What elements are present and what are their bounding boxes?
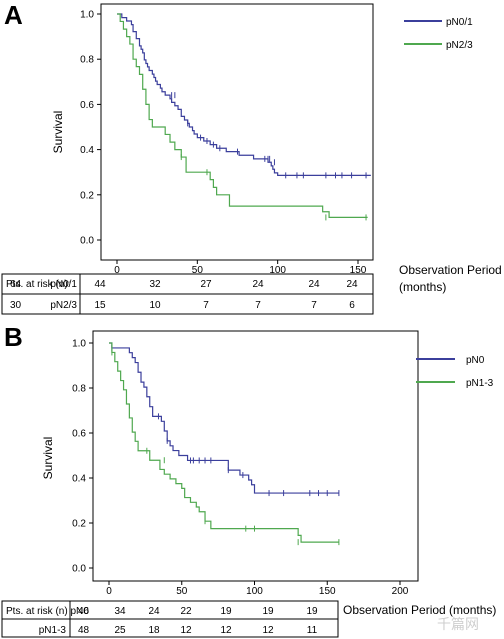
panel-a-x-axis-unit: (months) <box>399 280 446 294</box>
panel-a-legend: pN0/1 pN2/3 <box>404 17 473 51</box>
watermark: 千篇网 <box>437 617 479 633</box>
panel-b-letter: B <box>4 322 23 352</box>
risk-value: 11 <box>307 625 318 636</box>
risk-value: 24 <box>308 279 320 290</box>
risk-value: 7 <box>203 300 209 311</box>
y-tick-label: 0.4 <box>80 145 94 156</box>
x-tick-label: 50 <box>192 265 204 276</box>
panel-a-curves <box>117 13 371 221</box>
panel-b-plot-frame <box>92 330 419 582</box>
panel-a-x-ticks: 0 50 100 150 <box>114 260 367 276</box>
risk-value: 34 <box>114 606 126 617</box>
panel-b: B Survival 0.0 0.2 0.4 0.6 0.8 1.0 0 50 100 150 2… <box>1 322 496 638</box>
risk-values: 46 34 24 22 19 19 19 48 25 18 12 12 12 11 <box>78 606 318 636</box>
risk-value: 12 <box>180 625 192 636</box>
panel-b-y-ticks: 0.0 0.2 0.4 0.6 0.8 1.0 <box>72 339 93 575</box>
panel-b-y-axis-title: Survival <box>41 437 55 480</box>
risk-value: 46 <box>78 606 90 617</box>
risk-value: 15 <box>94 300 106 311</box>
risk-value: 25 <box>114 625 126 636</box>
risk-value: 30 <box>10 300 22 311</box>
panel-b-risk-table: Pts. at risk (n) pN0 pN1-3 46 34 24 22 19 19 1… <box>1 600 339 638</box>
risk-group-label-pn23: pN2/3 <box>50 300 77 311</box>
survival-curve-b <box>109 342 339 543</box>
risk-table-header: Pts. at risk (n): <box>6 279 70 290</box>
x-tick-label: 100 <box>269 265 286 276</box>
x-tick-label: 100 <box>246 586 263 597</box>
risk-values: 64 44 32 27 24 24 24 30 15 10 7 7 7 6 <box>10 279 358 311</box>
y-tick-label: 0.2 <box>80 190 94 201</box>
risk-group-label-pn13: pN1-3 <box>39 625 67 636</box>
panel-a-y-axis-title: Survival <box>51 111 65 154</box>
risk-value: 19 <box>262 606 274 617</box>
panel-b-legend: pN0 pN1-3 <box>416 355 494 389</box>
legend-label-pn01: pN0/1 <box>446 17 473 28</box>
risk-group-label-pn01: pN0/1 <box>50 279 77 290</box>
y-tick-label: 0.8 <box>72 384 86 395</box>
risk-value: 7 <box>255 300 261 311</box>
x-tick-label: 0 <box>106 586 112 597</box>
risk-value: 19 <box>220 606 232 617</box>
legend-label-pn0: pN0 <box>466 355 485 366</box>
risk-value: 12 <box>220 625 232 636</box>
risk-value: 24 <box>346 279 358 290</box>
y-tick-label: 0.6 <box>72 429 86 440</box>
risk-value: 18 <box>148 625 160 636</box>
legend-label-pn23: pN2/3 <box>446 40 473 51</box>
y-tick-label: 0.4 <box>72 474 86 485</box>
risk-value: 12 <box>262 625 274 636</box>
y-tick-label: 0.6 <box>80 100 94 111</box>
risk-value: 19 <box>306 606 318 617</box>
y-tick-label: 1.0 <box>80 10 94 21</box>
risk-table-header: Pts. at risk (n) pN0 <box>6 606 89 617</box>
survival-curve-b <box>117 13 368 218</box>
panel-b-x-ticks: 0 50 100 150 200 <box>106 581 409 597</box>
risk-value: 27 <box>200 279 212 290</box>
y-tick-label: 0.0 <box>80 236 94 247</box>
risk-value: 7 <box>311 300 317 311</box>
risk-value: 10 <box>149 300 161 311</box>
risk-value: 64 <box>10 279 22 290</box>
survival-curve-a <box>117 13 371 176</box>
x-tick-label: 150 <box>319 586 336 597</box>
x-tick-label: 50 <box>176 586 188 597</box>
survival-curve-a <box>109 342 339 494</box>
risk-value: 24 <box>148 606 160 617</box>
x-tick-label: 200 <box>392 586 409 597</box>
panel-a-plot-frame <box>100 3 374 261</box>
panel-b-curves <box>109 342 340 546</box>
risk-value: 44 <box>94 279 106 290</box>
panel-a-risk-table: Pts. at risk (n): pN0/1 pN2/3 64 44 32 27 24… <box>1 273 374 315</box>
risk-value: 24 <box>252 279 264 290</box>
risk-value: 6 <box>349 300 355 311</box>
panel-b-x-axis-title: Observation Period (months) <box>343 603 496 617</box>
panel-a-y-ticks: 0.0 0.2 0.4 0.6 0.8 1.0 <box>80 10 101 247</box>
risk-value: 32 <box>149 279 161 290</box>
panel-a-x-axis-title: Observation Period <box>399 263 502 277</box>
x-tick-label: 0 <box>114 265 120 276</box>
x-tick-label: 150 <box>350 265 367 276</box>
y-tick-label: 0.8 <box>80 55 94 66</box>
panel-a: A Survival 0.00.20.40.60.81.0 0 50 100 150 … <box>1 0 502 315</box>
y-tick-label: 0.2 <box>72 519 86 530</box>
y-tick-label: 0.0 <box>72 564 86 575</box>
risk-value: 22 <box>180 606 192 617</box>
legend-label-pn13: pN1-3 <box>466 378 494 389</box>
risk-value: 48 <box>78 625 90 636</box>
panel-a-letter: A <box>4 0 23 30</box>
y-tick-label: 1.0 <box>72 339 86 350</box>
